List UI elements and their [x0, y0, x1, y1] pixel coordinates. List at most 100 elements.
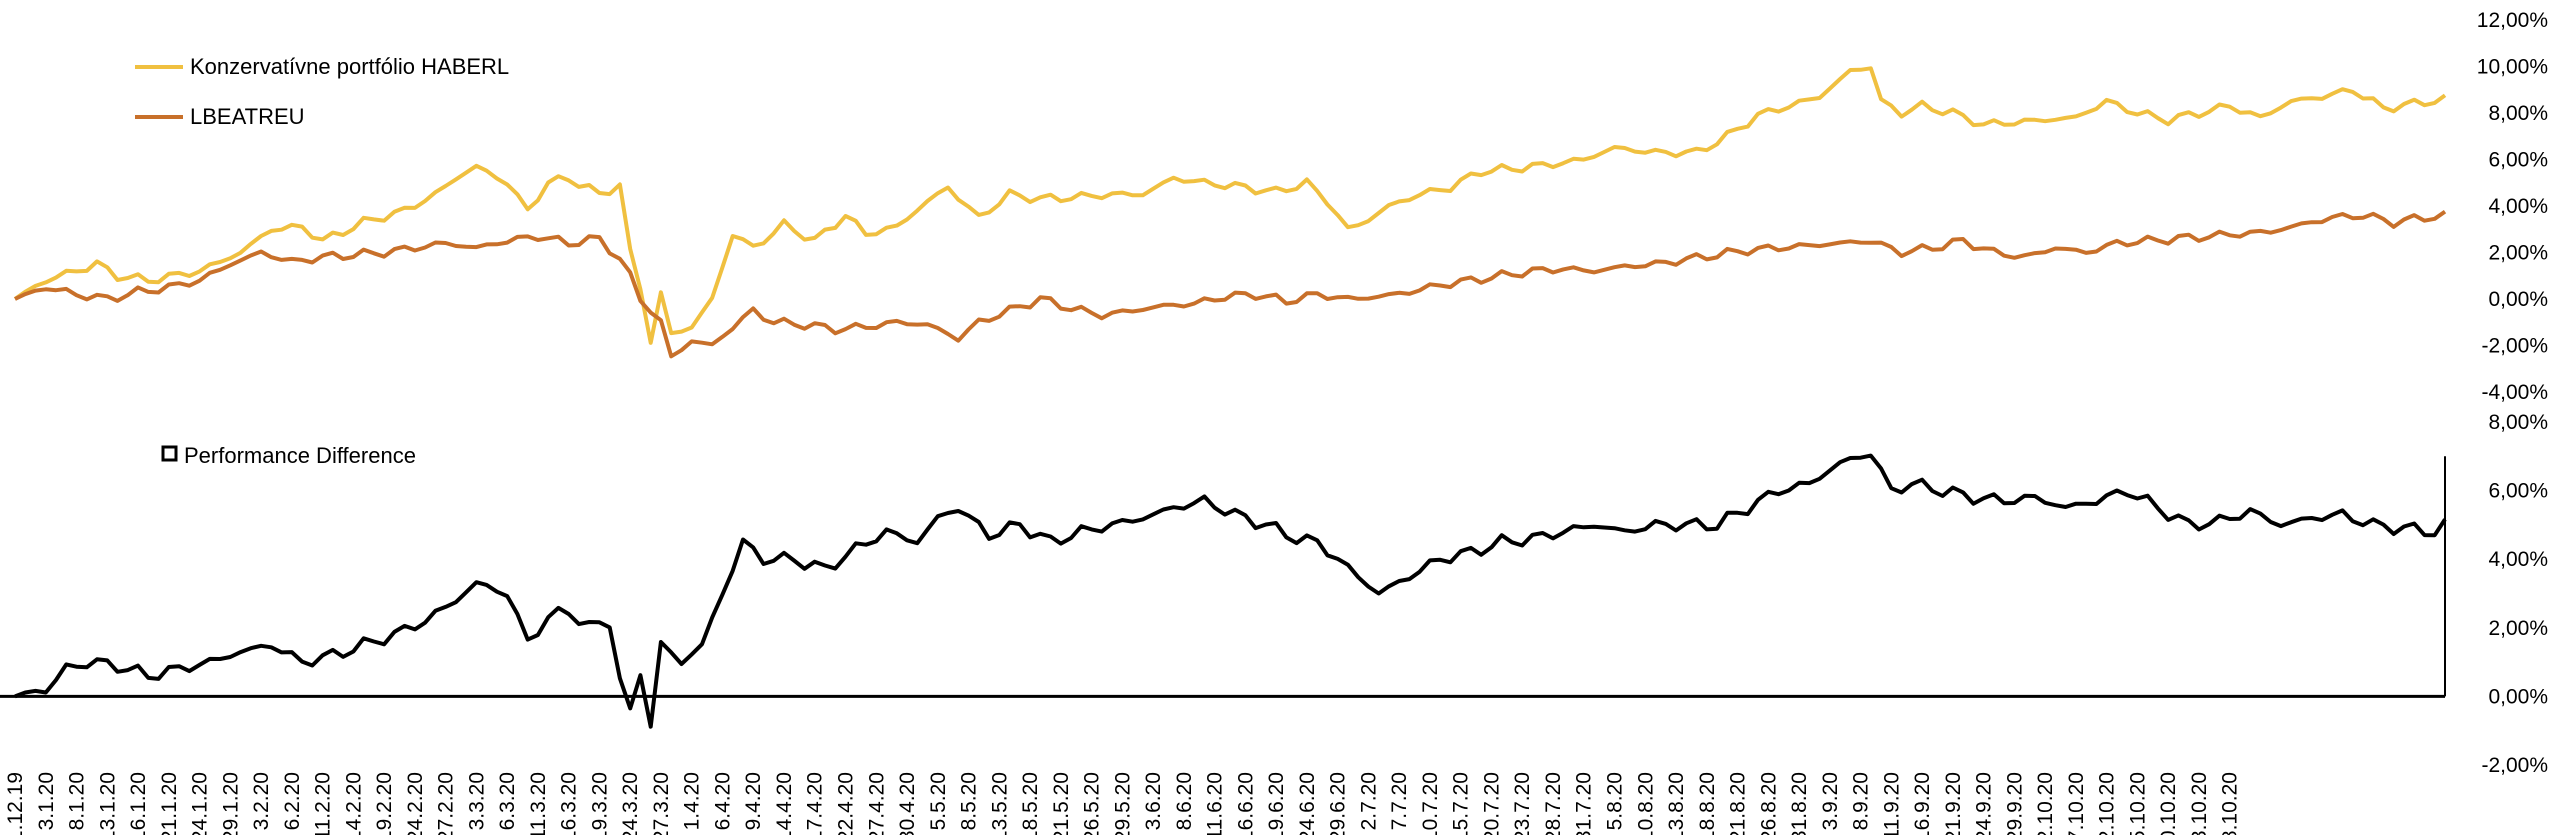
top-y-tick-label: 12,00% [2477, 9, 2548, 32]
top-y-tick-label: -2,00% [2481, 335, 2548, 358]
x-tick-label: 28.7.20 [1542, 772, 1565, 835]
x-tick-label: 3.3.20 [465, 772, 488, 830]
x-tick-label: 21.5.20 [1050, 772, 1073, 835]
bottom-y-tick-label: -2,00% [2481, 754, 2548, 777]
x-tick-label: 6.3.20 [496, 772, 519, 830]
x-tick-label: 8.1.20 [66, 772, 89, 830]
x-tick-label: 24.6.20 [1296, 772, 1319, 835]
top-y-tick-label: 4,00% [2488, 195, 2548, 218]
x-tick-label: 5.5.20 [927, 772, 950, 830]
x-tick-label: 27.2.20 [435, 772, 458, 835]
x-tick-label: 1.4.20 [681, 772, 704, 830]
bottom-y-tick-label: 2,00% [2488, 617, 2548, 640]
legend-bottom: Performance Difference [161, 443, 416, 468]
x-tick-label: 11.6.20 [1204, 772, 1227, 835]
x-tick-label: 31.8.20 [1788, 772, 1811, 835]
top-y-tick-label: 6,00% [2488, 149, 2548, 172]
x-tick-label: 21.1.20 [158, 772, 181, 835]
x-tick-label: 27.3.20 [650, 772, 673, 835]
x-tick-label: 8.9.20 [1850, 772, 1873, 830]
x-tick-label: 11.2.20 [312, 772, 335, 835]
x-tick-label: 22.4.20 [835, 772, 858, 835]
top-series-line-0 [13, 66, 2447, 345]
x-tick-label: 23.7.20 [1511, 772, 1534, 835]
x-tick-label: 30.4.20 [896, 772, 919, 835]
x-tick-label: 2.7.20 [1357, 772, 1380, 830]
legend-label-haberl: Konzervatívne portfólio HABERL [190, 54, 509, 79]
top-y-tick-label: 2,00% [2488, 242, 2548, 265]
x-tick-label: 29.1.20 [219, 772, 242, 835]
x-tick-label: 13.8.20 [1665, 772, 1688, 835]
x-tick-label: 19.2.20 [373, 772, 396, 835]
x-tick-label: 8.6.20 [1173, 772, 1196, 830]
x-tick-label: 10.8.20 [1634, 772, 1657, 835]
x-tick-label: 14.2.20 [342, 772, 365, 835]
top-y-tick-label: 8,00% [2488, 102, 2548, 125]
top-chart-y-axis: 12,00% 10,00% 8,00% 6,00% 4,00% 2,00% 0,00% -2,… [2477, 9, 2548, 404]
x-tick-label: 5.8.20 [1603, 772, 1626, 830]
x-tick-label: 23.10.20 [2188, 772, 2211, 835]
x-tick-label: 29.5.20 [1111, 772, 1134, 835]
bottom-y-tick-label: 4,00% [2488, 548, 2548, 571]
bottom-y-tick-label: 6,00% [2488, 480, 2548, 503]
x-tick-label: 6.4.20 [711, 772, 734, 830]
x-tick-label: 19.6.20 [1265, 772, 1288, 835]
bottom-y-tick-label: 0,00% [2488, 685, 2548, 708]
top-y-tick-label: 10,00% [2477, 56, 2548, 79]
x-tick-label: 19.3.20 [588, 772, 611, 835]
x-tick-label: 6.2.20 [281, 772, 304, 830]
top-y-tick-label: -4,00% [2481, 381, 2548, 404]
top-y-tick-label: 0,00% [2488, 288, 2548, 311]
x-tick-label: 16.9.20 [1911, 772, 1934, 835]
x-tick-label: 21.8.20 [1727, 772, 1750, 835]
x-tick-label: 24.3.20 [619, 772, 642, 835]
legend-swatch-performance-difference [161, 445, 178, 462]
x-tick-label: 20.10.20 [2157, 772, 2180, 835]
x-tick-label: 3.9.20 [1819, 772, 1842, 830]
x-tick-label: 29.9.20 [2003, 772, 2026, 835]
x-tick-label: 18.8.20 [1696, 772, 1719, 835]
x-tick-label: 10.7.20 [1419, 772, 1442, 835]
legend-top: Konzervatívne portfólio HABERL LBEATREU [135, 54, 509, 129]
bottom-y-tick-label: 8,00% [2488, 411, 2548, 434]
bottom-chart-series [14, 453, 2447, 729]
x-tick-label: 14.4.20 [773, 772, 796, 835]
x-tick-label: 9.4.20 [742, 772, 765, 830]
bottom-chart-y-axis: 8,00% 6,00% 4,00% 2,00% 0,00% -2,00% [2481, 411, 2548, 777]
x-tick-label: 13.5.20 [988, 772, 1011, 835]
x-tick-label: 26.8.20 [1757, 772, 1780, 835]
x-tick-label: 17.4.20 [804, 772, 827, 835]
x-tick-label: 3.2.20 [250, 772, 273, 830]
x-tick-label: 24.9.20 [1973, 772, 1996, 835]
x-tick-label: 3.1.20 [35, 772, 58, 830]
top-chart-series [13, 66, 2447, 359]
x-tick-label: 29.6.20 [1327, 772, 1350, 835]
top-series-line-1 [14, 209, 2447, 359]
x-tick-label: 31.7.20 [1573, 772, 1596, 835]
x-tick-label: 7.10.20 [2065, 772, 2088, 835]
x-tick-label: 26.5.20 [1081, 772, 1104, 835]
legend-label-lbeatreu: LBEATREU [190, 104, 305, 129]
x-tick-label: 11.9.20 [1880, 772, 1903, 835]
x-tick-label: 24.2.20 [404, 772, 427, 835]
x-tick-label: 27.4.20 [865, 772, 888, 835]
x-tick-label: 2.10.20 [2034, 772, 2057, 835]
x-tick-label: 16.6.20 [1234, 772, 1257, 835]
x-tick-label: 11.3.20 [527, 772, 550, 835]
x-tick-label: 12.10.20 [2096, 772, 2119, 835]
x-tick-label: 15.7.20 [1450, 772, 1473, 835]
bottom-series-line-0 [14, 453, 2447, 729]
x-tick-label: 24.1.20 [189, 772, 212, 835]
x-tick-label: 7.7.20 [1388, 772, 1411, 830]
x-tick-label: 15.10.20 [2126, 772, 2149, 835]
x-tick-label: 18.5.20 [1019, 772, 1042, 835]
x-tick-label: 28.10.20 [2219, 772, 2242, 835]
x-tick-label: 21.9.20 [1942, 772, 1965, 835]
x-tick-label: 31.12.19 [4, 772, 27, 835]
x-tick-label: 20.7.20 [1480, 772, 1503, 835]
x-tick-label: 8.5.20 [958, 772, 981, 830]
x-tick-label: 13.1.20 [96, 772, 119, 835]
x-tick-label: 16.3.20 [558, 772, 581, 835]
x-tick-label: 3.6.20 [1142, 772, 1165, 830]
